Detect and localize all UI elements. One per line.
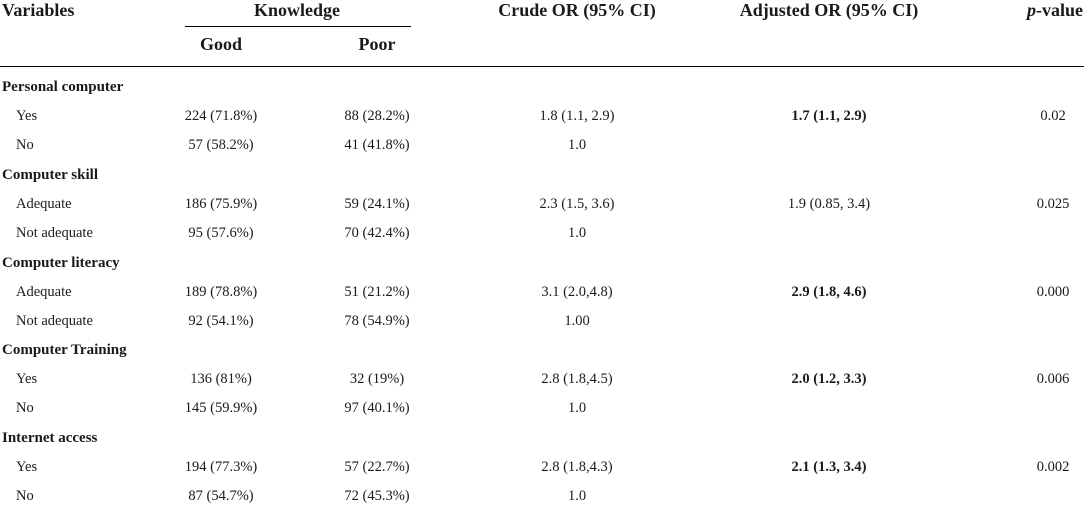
cell-poor: 97 (40.1%) — [344, 400, 410, 416]
cell-crude-or: 1.0 — [567, 488, 587, 504]
cell-good: 186 (75.9%) — [184, 196, 258, 212]
cell-poor: 51 (21.2%) — [344, 284, 410, 300]
cell-good: 145 (59.9%) — [184, 400, 258, 416]
cell-crude-or: 2.8 (1.8,4.3) — [541, 459, 613, 475]
row-label: No — [16, 137, 34, 153]
group-heading: Computer Training — [2, 342, 127, 358]
cell-good: 57 (58.2%) — [188, 137, 254, 153]
group-heading: Internet access — [2, 430, 98, 446]
cell-poor: 72 (45.3%) — [344, 488, 410, 504]
cell-crude-or: 1.8 (1.1, 2.9) — [539, 108, 615, 124]
row-label: No — [16, 488, 34, 504]
cell-good: 194 (77.3%) — [184, 459, 258, 475]
cell-good: 95 (57.6%) — [188, 225, 254, 241]
cell-adjusted-or: 2.9 (1.8, 4.6) — [791, 284, 867, 300]
cell-crude-or: 1.0 — [567, 137, 587, 153]
cell-poor: 57 (22.7%) — [344, 459, 410, 475]
row-label: Yes — [16, 108, 38, 124]
row-label: Adequate — [16, 196, 72, 212]
cell-p-value: 0.002 — [1036, 459, 1070, 475]
cell-good: 189 (78.8%) — [184, 284, 258, 300]
header-good: Good — [199, 34, 243, 54]
cell-poor: 88 (28.2%) — [344, 108, 410, 124]
cell-good: 87 (54.7%) — [188, 488, 254, 504]
cell-crude-or: 2.8 (1.8,4.5) — [541, 371, 613, 387]
header-p-value: p-value — [1027, 0, 1083, 21]
cell-crude-or: 1.00 — [564, 313, 590, 329]
header-p-suffix: -value — [1036, 0, 1083, 20]
row-label: Yes — [16, 459, 38, 475]
cell-p-value: 0.025 — [1036, 196, 1070, 212]
header-adjusted-or: Adjusted OR (95% CI) — [739, 0, 919, 20]
cell-crude-or: 1.0 — [567, 225, 587, 241]
header-p-italic: p — [1027, 0, 1036, 20]
row-label: Adequate — [16, 284, 72, 300]
header-variables: Variables — [2, 0, 75, 20]
cell-crude-or: 1.0 — [567, 400, 587, 416]
group-heading: Personal computer — [2, 79, 124, 95]
row-label: Yes — [16, 371, 38, 387]
cell-good: 136 (81%) — [190, 371, 252, 387]
header-knowledge: Knowledge — [253, 0, 341, 20]
cell-p-value: 0.000 — [1036, 284, 1070, 300]
row-label: No — [16, 400, 34, 416]
cell-poor: 41 (41.8%) — [344, 137, 410, 153]
cell-adjusted-or: 2.0 (1.2, 3.3) — [791, 371, 867, 387]
cell-crude-or: 2.3 (1.5, 3.6) — [539, 196, 615, 212]
cell-good: 224 (71.8%) — [184, 108, 258, 124]
row-label: Not adequate — [16, 313, 93, 329]
group-heading: Computer literacy — [2, 255, 120, 271]
row-label: Not adequate — [16, 225, 93, 241]
knowledge-underline — [185, 26, 411, 27]
header-poor: Poor — [358, 34, 396, 54]
group-heading: Computer skill — [2, 167, 98, 183]
cell-adjusted-or: 1.7 (1.1, 2.9) — [791, 108, 867, 124]
cell-good: 92 (54.1%) — [188, 313, 254, 329]
cell-adjusted-or: 1.9 (0.85, 3.4) — [787, 196, 871, 212]
cell-crude-or: 3.1 (2.0,4.8) — [541, 284, 613, 300]
cell-adjusted-or: 2.1 (1.3, 3.4) — [791, 459, 867, 475]
cell-p-value: 0.006 — [1036, 371, 1070, 387]
cell-poor: 32 (19%) — [349, 371, 405, 387]
header-crude-or: Crude OR (95% CI) — [498, 0, 656, 20]
cell-poor: 78 (54.9%) — [344, 313, 410, 329]
header-rule — [0, 66, 1084, 67]
cell-p-value: 0.02 — [1040, 108, 1066, 124]
cell-poor: 70 (42.4%) — [344, 225, 410, 241]
cell-poor: 59 (24.1%) — [344, 196, 410, 212]
